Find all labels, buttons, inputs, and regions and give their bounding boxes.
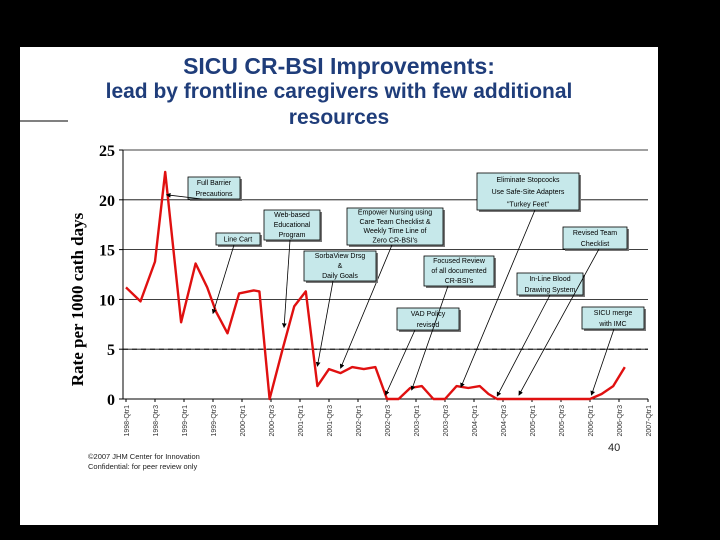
annotation-text: SorbaView Drsg <box>315 253 366 260</box>
annotation-text: Eliminate Stopcocks <box>496 177 560 184</box>
annotation-box <box>187 176 241 200</box>
annotation-text: Focused Review <box>433 258 486 265</box>
annotation-box <box>581 306 645 330</box>
annotation-text: Drawing System <box>525 287 576 294</box>
annotation-text: Checklist <box>581 241 609 248</box>
annotation-arrow <box>165 192 203 200</box>
slide: SICU CR-BSI Improvements: lead by frontl… <box>20 47 658 525</box>
annotation-text: VAD Policy <box>411 311 446 318</box>
annotation-box <box>562 226 628 250</box>
y-tick-label: 20 <box>99 193 115 210</box>
page-number: 40 <box>608 442 621 454</box>
annotation-arrow <box>496 294 551 397</box>
footer-copyright: ©2007 JHM Center for Innovation <box>88 452 200 461</box>
annotation-callout: VAD Policy revised <box>385 307 461 396</box>
x-tick-label: 2002-Qtr3 <box>385 405 392 437</box>
annotation-text: Precautions <box>196 191 233 198</box>
annotation-arrow <box>315 280 334 367</box>
annotation-callout: In-Line Blood Drawing System <box>496 272 585 397</box>
annotation-text: In-Line Blood <box>529 276 570 283</box>
annotation-box <box>303 250 377 282</box>
y-axis-label: Rate per 1000 cath days <box>68 212 87 386</box>
annotation-arrow <box>281 239 291 329</box>
x-tick-label: 2006-Qtr3 <box>617 405 624 437</box>
annotation-text: Program <box>279 232 306 239</box>
annotation-text: Daily Goals <box>322 273 358 280</box>
x-tick-label: 2004-Qtr3 <box>501 405 508 437</box>
annotation-callout: SorbaView Drsg & Daily Goals <box>303 250 378 367</box>
annotation-text: & <box>338 263 343 270</box>
annotation-callout: Empower Nursing using Care Team Checklist… <box>339 207 445 369</box>
annotation-arrow <box>410 285 449 391</box>
x-tick-label: 1999-Qtr1 <box>182 405 189 437</box>
annotation-callout: Line Cart <box>211 232 262 315</box>
annotation-arrow <box>211 244 235 315</box>
x-tick-label: 1998-Qtr1 <box>124 405 131 437</box>
annotation-box <box>215 232 261 246</box>
annotation-text: Weekly Time Line of <box>364 228 427 235</box>
y-tick-label: 0 <box>107 392 115 409</box>
x-tick-label: 2001-Qtr3 <box>327 405 334 437</box>
x-tick-label: 2002-Qtr1 <box>356 405 363 437</box>
annotation-callout: Full Barrier Precautions <box>165 176 242 201</box>
annotation-text: "Turkey Feet" <box>507 202 550 209</box>
annotation-text: Revised Team <box>573 230 617 237</box>
x-tick-label: 2007-Qtr1 <box>646 405 653 437</box>
annotation-callout: Eliminate Stopcocks Use Safe-Site Adapter… <box>460 172 581 388</box>
annotation-box <box>396 307 460 331</box>
annotation-text: Web-based <box>274 212 310 219</box>
x-tick-label: 2005-Qtr3 <box>559 405 566 437</box>
annotation-text: Educational <box>274 222 311 229</box>
x-tick-label: 1998-Qtr3 <box>153 405 160 437</box>
x-tick-label: 2001-Qtr1 <box>298 405 305 437</box>
annotation-text: Empower Nursing using <box>358 210 432 217</box>
annotation-text: SICU merge <box>594 310 633 317</box>
y-tick-label: 25 <box>99 143 115 160</box>
annotation-box <box>423 255 495 287</box>
annotation-text: of all documented <box>431 268 486 275</box>
y-tick-label: 15 <box>99 243 115 260</box>
annotation-callout: SICU merge with IMC <box>581 306 646 396</box>
title-line-1: SICU CR-BSI Improvements: <box>183 53 495 79</box>
x-tick-label: 2003-Qtr3 <box>443 405 450 437</box>
annotation-callout: Revised Team Checklist <box>518 226 629 396</box>
annotation-callout: Web-based Educational Program <box>263 209 322 329</box>
annotation-arrow <box>385 329 416 396</box>
annotation-box <box>263 209 321 241</box>
annotation-box <box>476 172 580 211</box>
x-tick-label: 2004-Qtr1 <box>472 405 479 437</box>
title-line-3: resources <box>288 106 390 129</box>
annotation-text: Line Cart <box>224 237 252 244</box>
footer-confidential: Confidential: for peer review only <box>88 462 198 471</box>
annotation-callout: Focused Review of all documented CR-BSI's <box>410 255 496 391</box>
annotation-text: Care Team Checklist & <box>359 219 430 226</box>
annotation-text: Zero CR-BSI's <box>373 237 418 244</box>
annotation-text: Full Barrier <box>197 180 232 187</box>
annotation-text: Use Safe-Site Adapters <box>492 189 565 196</box>
annotation-arrow <box>590 328 615 396</box>
annotation-arrow <box>518 248 600 396</box>
x-tick-label: 2000-Qtr1 <box>240 405 247 437</box>
annotation-text: CR-BSI's <box>445 278 474 285</box>
annotation-text: with IMC <box>598 321 626 328</box>
x-tick-label: 2003-Qtr1 <box>414 405 421 437</box>
annotation-arrow <box>339 244 393 369</box>
title-line-2: lead by frontline caregivers with few ad… <box>105 80 573 103</box>
x-tick-label: 1999-Qtr3 <box>211 405 218 437</box>
annotation-arrow <box>460 209 536 388</box>
y-tick-label: 5 <box>107 342 115 359</box>
line-chart: 0 5 10 15 20 25 Rate per 1000 cath days 1998-Qt… <box>20 120 653 437</box>
x-tick-label: 2005-Qtr1 <box>530 405 537 437</box>
x-tick-label: 2006-Qtr1 <box>588 405 595 437</box>
annotation-box <box>346 207 444 246</box>
annotation-text: revised <box>417 322 440 329</box>
y-tick-label: 10 <box>99 292 115 309</box>
x-tick-label: 2000-Qtr3 <box>269 405 276 437</box>
slide-title: SICU CR-BSI Improvements: lead by frontl… <box>20 53 658 131</box>
